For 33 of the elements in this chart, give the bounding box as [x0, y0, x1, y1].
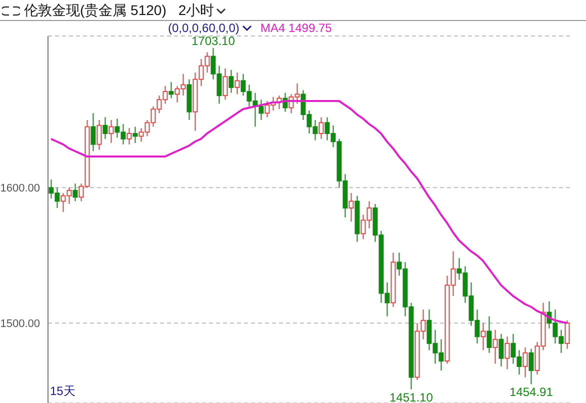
candlestick	[96, 119, 102, 150]
chart-title: 伦敦金现(贵金属 5120)	[24, 2, 166, 20]
candlestick	[234, 72, 240, 95]
candlestick	[168, 82, 174, 99]
candlestick	[132, 126, 138, 144]
y-tick-label: 1500.00	[0, 318, 40, 330]
candlestick	[498, 333, 504, 367]
annotation: 15天	[50, 383, 76, 400]
candlestick	[528, 348, 534, 385]
candlestick	[72, 183, 78, 202]
candlestick	[504, 336, 510, 370]
candlestick	[228, 69, 234, 94]
candlestick	[90, 112, 96, 152]
annotation: 1703.10	[192, 34, 236, 48]
candlestick	[102, 116, 108, 140]
candlestick	[222, 68, 228, 100]
candlestick	[318, 116, 324, 140]
candlestick	[522, 346, 528, 378]
candlestick	[480, 322, 486, 351]
chart-subtitle: 2小时	[178, 2, 214, 20]
annotation: 1451.10	[390, 390, 434, 403]
candlestick	[126, 128, 132, 145]
candlestick	[108, 119, 114, 144]
candlestick	[258, 99, 264, 120]
text: (0,0,0,60,0,0)	[168, 21, 240, 35]
candlestick	[486, 316, 492, 354]
text: MA4	[260, 21, 286, 35]
candlestick	[348, 192, 354, 222]
text: 1499.75	[288, 21, 332, 35]
annotation: 1454.91	[510, 385, 554, 400]
candlestick	[492, 329, 498, 364]
y-tick-label: 1600.00	[0, 182, 40, 195]
candlestick	[564, 320, 570, 350]
